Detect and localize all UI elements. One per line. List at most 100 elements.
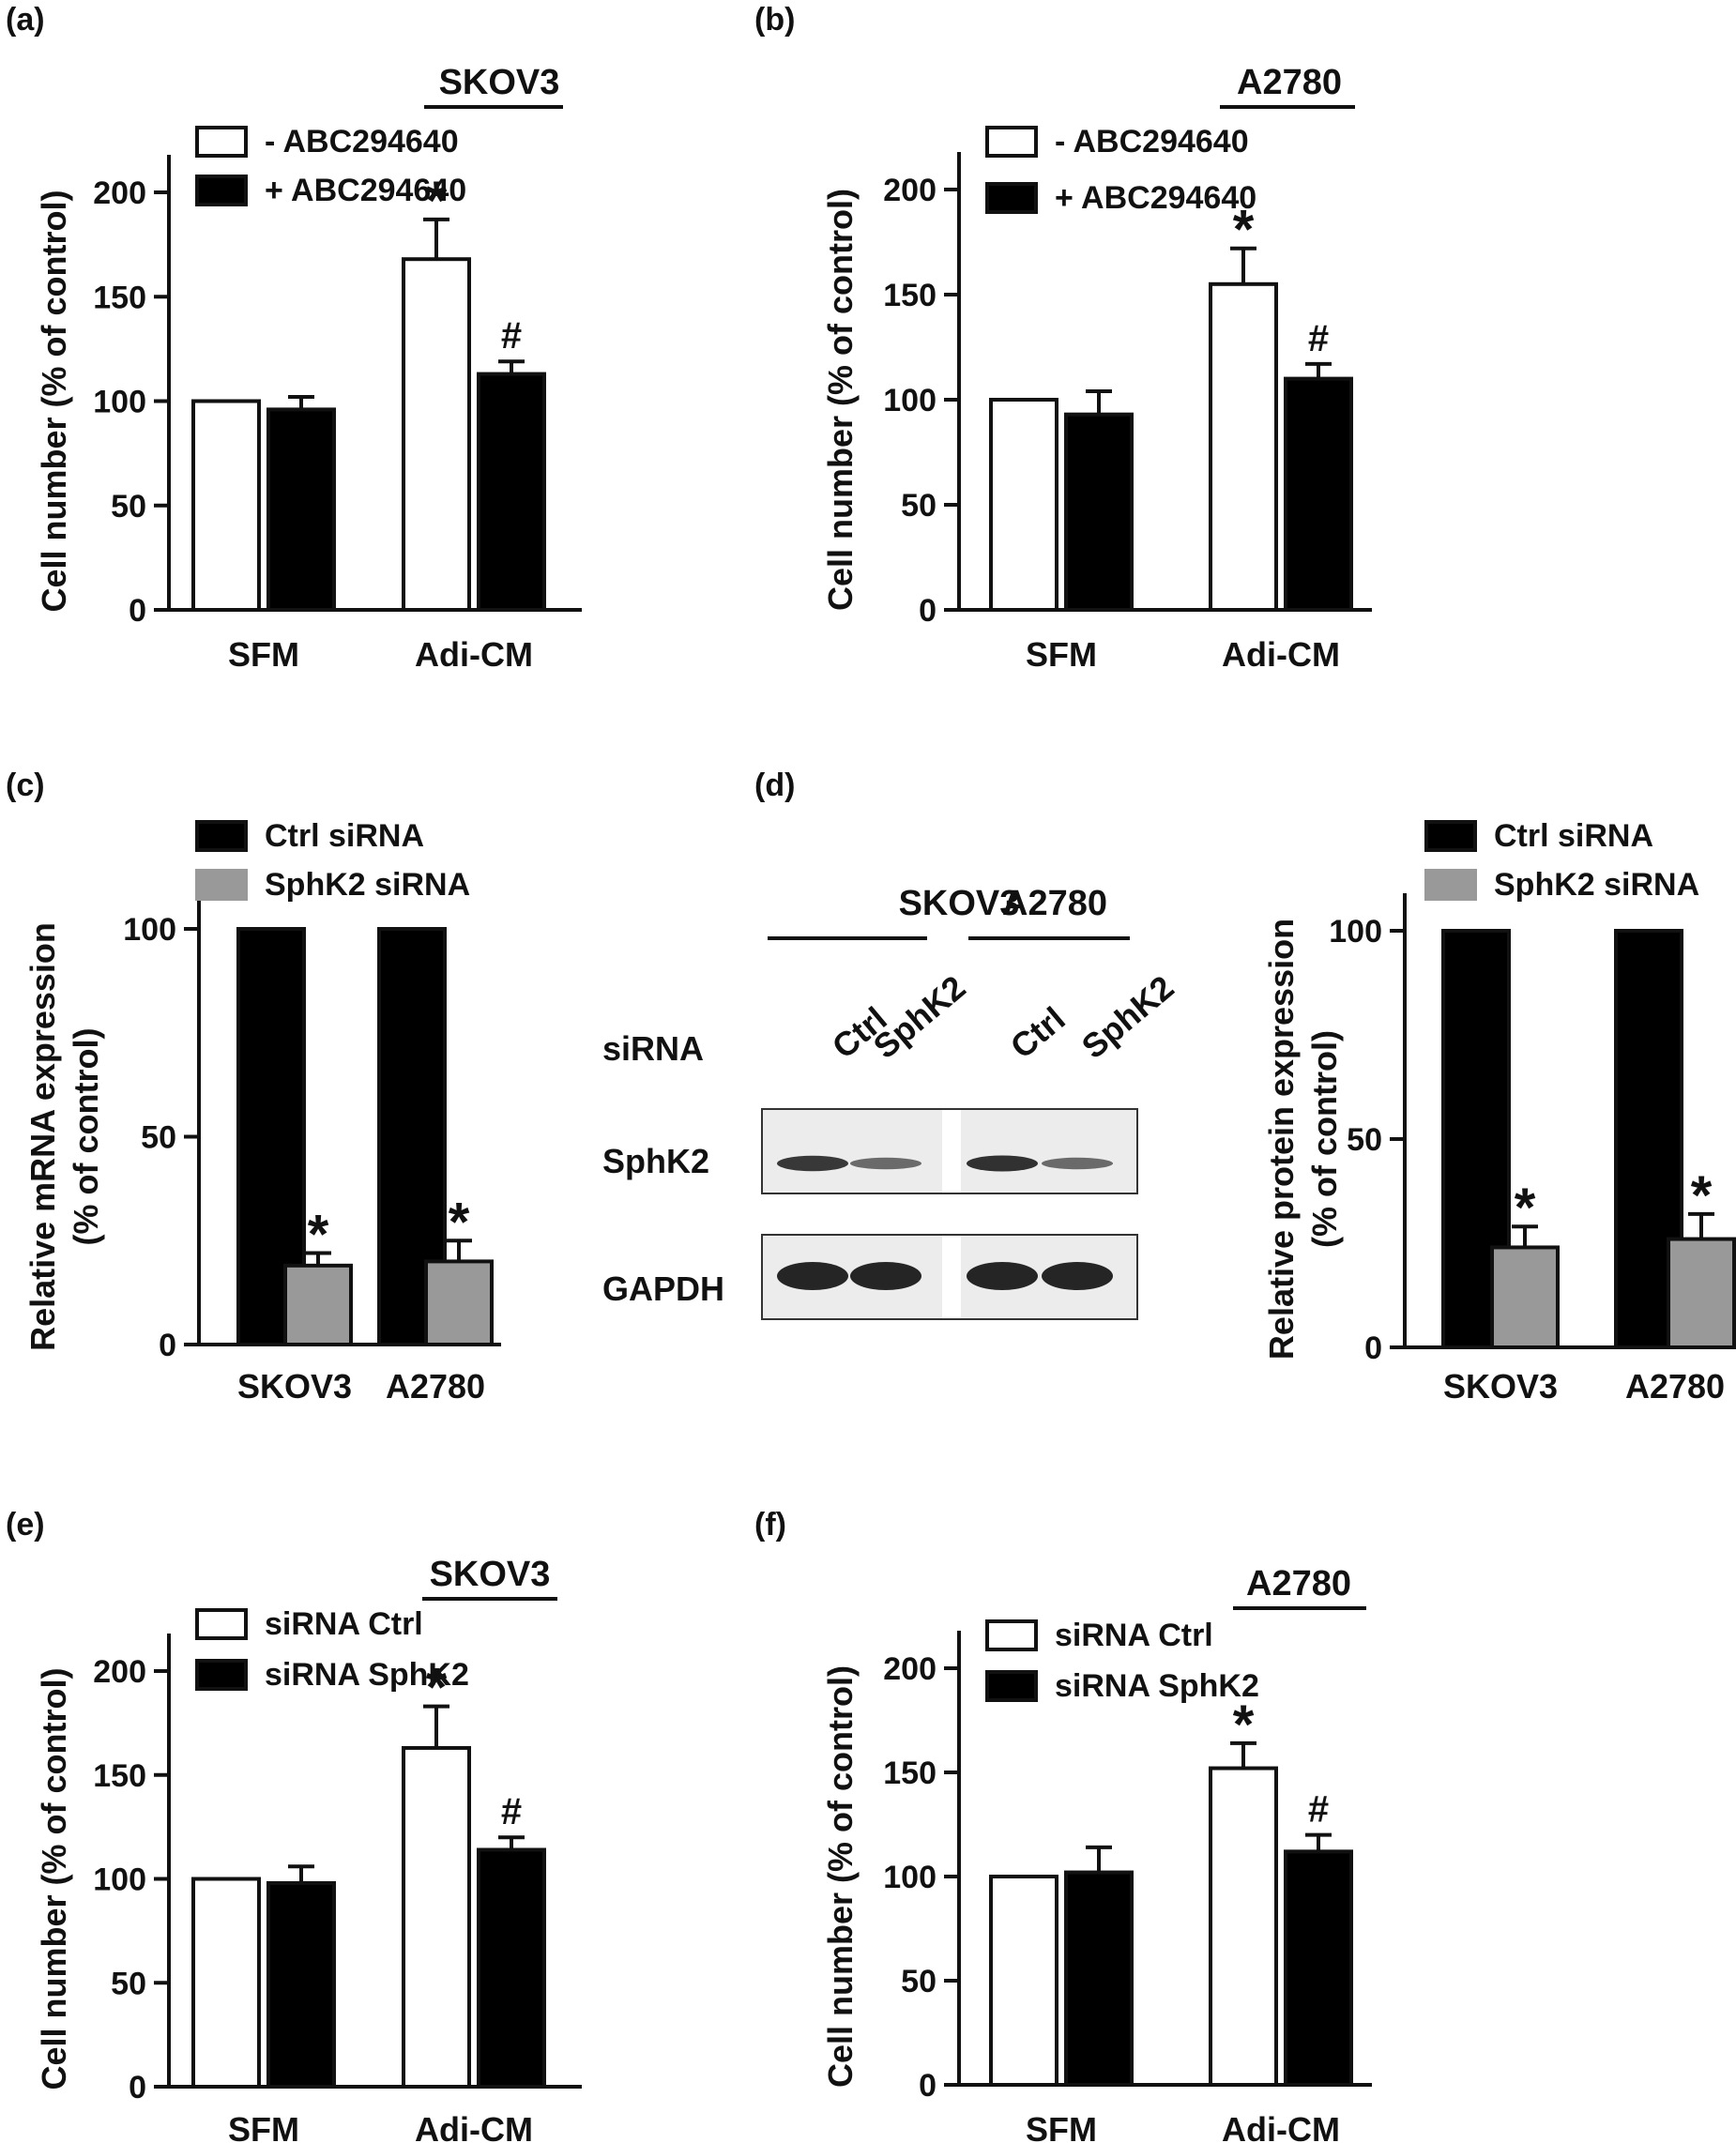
panel-label-d: (d) <box>754 768 795 803</box>
y-axis-label: (% of control) <box>1305 1030 1344 1248</box>
legend-swatch <box>1424 820 1477 852</box>
x-tick-label: SFM <box>1026 2110 1097 2143</box>
legend-swatch <box>195 1608 248 1640</box>
significance-marker: * <box>1233 1695 1255 1755</box>
significance-marker: * <box>426 171 448 232</box>
y-tick-label: 200 <box>883 1651 937 1687</box>
legend-label: siRNA Ctrl <box>265 1606 423 1642</box>
bar <box>191 1877 261 2089</box>
legend-swatch <box>195 175 248 206</box>
x-tick-label: SKOV3 <box>1443 1367 1558 1406</box>
y-tick-label: 0 <box>159 1328 176 1363</box>
bar <box>477 1847 546 2089</box>
panel-b: 0 50 100 150 200 Cell number (% of control) SF… <box>821 63 1372 674</box>
blot-membrane-gap <box>942 1110 961 1193</box>
significance-marker: * <box>449 1192 470 1253</box>
panel-c: 0 50 100 Relative mRNA expression (% of cont… <box>23 818 501 1406</box>
blot-band <box>967 1262 1038 1290</box>
significance-marker: * <box>1515 1178 1536 1239</box>
legend-label: SphK2 siRNA <box>265 867 470 903</box>
significance-marker: * <box>308 1205 329 1266</box>
y-tick-label: 50 <box>111 1966 146 2001</box>
y-axis-label: Cell number (% of control) <box>821 189 860 611</box>
significance-marker: * <box>1691 1165 1713 1226</box>
blot-bands <box>777 1155 1113 1290</box>
legend-swatch <box>195 820 248 852</box>
y-tick-label: 50 <box>1347 1122 1382 1158</box>
y-tick-label: 100 <box>93 385 146 420</box>
y-tick-label: 100 <box>883 383 937 418</box>
western-blot: SKOV3 A2780 siRNA Ctrl SphK2 Ctrl SphK2 … <box>602 884 1181 1320</box>
x-tick-label: SFM <box>228 2110 299 2143</box>
significance-marker: # <box>1308 1789 1329 1831</box>
blot-row-header: siRNA <box>602 1029 704 1068</box>
panel-label-c: (c) <box>6 768 45 803</box>
y-axis-label: Cell number (% of control) <box>821 1665 860 2088</box>
significance-marker: # <box>1308 318 1329 359</box>
y-tick-label: 50 <box>141 1120 176 1156</box>
bar <box>1490 1245 1560 1349</box>
panel-d-chart: 0 50 100 Relative protein expression (% of c… <box>1262 818 1736 1406</box>
y-tick-label: 50 <box>901 1964 937 1999</box>
blot-band <box>1042 1262 1113 1290</box>
bar <box>1284 376 1353 612</box>
panel-label-a: (a) <box>6 2 45 38</box>
x-tick-label: A2780 <box>386 1367 485 1406</box>
legend-label: - ABC294640 <box>265 124 459 160</box>
bar <box>283 1263 353 1346</box>
legend-swatch <box>195 1659 248 1691</box>
x-tick-label: Adi-CM <box>415 635 533 674</box>
y-tick-label: 0 <box>919 593 937 629</box>
y-tick-label: 100 <box>883 1860 937 1895</box>
legend-label: + ABC294640 <box>1055 180 1256 216</box>
x-tick-label: SFM <box>1026 635 1097 674</box>
y-tick-label: 200 <box>883 173 937 208</box>
blot-lane-label-4: SphK2 <box>1074 967 1181 1066</box>
x-tick-label: Adi-CM <box>1222 635 1340 674</box>
legend-label: Ctrl siRNA <box>265 818 424 854</box>
y-axis-label: Relative protein expression <box>1262 919 1301 1360</box>
y-tick-label: 50 <box>901 488 937 524</box>
y-tick-label: 0 <box>1364 1330 1382 1366</box>
panel-labels: (a) (b) (c) (d) (e) (f) <box>6 2 795 1543</box>
bar <box>424 1259 494 1347</box>
y-axis-label: (% of control) <box>67 1028 105 1246</box>
blot-membrane-gap <box>942 1236 961 1318</box>
y-axis-label: Cell number (% of control) <box>35 1668 73 2090</box>
legend-label: SphK2 siRNA <box>1494 867 1699 903</box>
legend-label: siRNA Ctrl <box>1055 1618 1213 1653</box>
blot-band <box>777 1155 848 1172</box>
legend-label: Ctrl siRNA <box>1494 818 1653 854</box>
y-tick-label: 100 <box>123 912 176 948</box>
blot-band <box>850 1157 921 1170</box>
x-tick-label: SKOV3 <box>237 1367 352 1406</box>
y-tick-label: 50 <box>111 489 146 524</box>
legend-swatch <box>985 1670 1038 1702</box>
bar <box>1209 1766 1278 2088</box>
bar <box>1064 1870 1134 2088</box>
blot-band <box>967 1155 1038 1172</box>
y-tick-label: 100 <box>93 1862 146 1898</box>
blot-cellline-a2780: A2780 <box>1002 884 1107 923</box>
chart-title: SKOV3 <box>430 1555 551 1594</box>
legend-swatch <box>1424 869 1477 901</box>
y-tick-label: 150 <box>93 1758 146 1794</box>
bar <box>1284 1849 1353 2087</box>
legend-swatch <box>195 126 248 158</box>
blot-band <box>1042 1157 1113 1170</box>
y-axis-label: Cell number (% of control) <box>35 190 73 613</box>
bar <box>989 398 1058 612</box>
legend-swatch <box>985 126 1038 158</box>
y-tick-label: 150 <box>883 278 937 313</box>
legend-label: - ABC294640 <box>1055 124 1249 160</box>
bar <box>191 399 261 612</box>
y-tick-label: 150 <box>93 280 146 315</box>
y-tick-label: 200 <box>93 1654 146 1690</box>
bar <box>1209 281 1278 612</box>
legend-label: + ABC294640 <box>265 173 466 208</box>
significance-marker: * <box>426 1658 448 1719</box>
bar <box>266 1880 336 2090</box>
blot-cellline-skov3: SKOV3 <box>899 884 1020 923</box>
bar <box>266 407 336 612</box>
